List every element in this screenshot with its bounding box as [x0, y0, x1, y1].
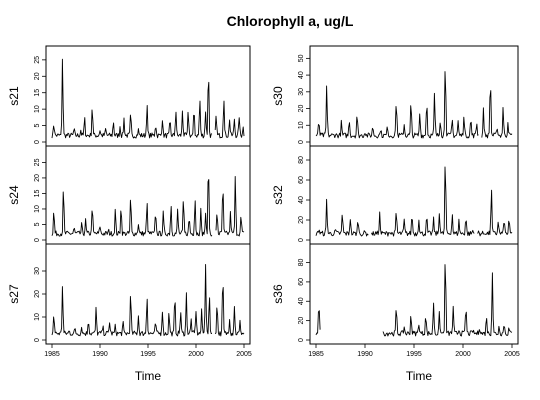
y-tick-label-s30-0: 0 — [298, 140, 305, 144]
y-tick-label-s21-0: 0 — [34, 140, 41, 144]
series-line-s27 — [51, 264, 245, 337]
y-axis-label-s27: s27 — [7, 284, 21, 304]
panels: 0 5 10 15 20 25 s21 0 5 10 15 20 25 s24 0 10 20 30 s27 1985… — [7, 45, 520, 358]
y-tick-label-s36-20: 20 — [298, 317, 305, 325]
panel-s24: 0 5 10 15 20 25 s24 — [7, 145, 251, 245]
x-tick-label-s36-2000: 2000 — [455, 351, 471, 358]
x-tick-label-s27-1990: 1990 — [92, 351, 108, 358]
y-tick-label-s24-0: 0 — [34, 238, 41, 242]
series-line-s21 — [51, 58, 245, 139]
y-tick-label-s27-20: 20 — [34, 290, 41, 298]
series-line-s36 — [315, 264, 513, 337]
x-tick-label-s36-1990: 1990 — [357, 351, 373, 358]
y-tick-label-s27-0: 0 — [34, 338, 41, 342]
panel-s30: 0 10 20 30 40 50 s30 — [271, 45, 519, 147]
panel-s21: 0 5 10 15 20 25 s21 — [7, 45, 251, 147]
y-tick-label-s21-15: 15 — [34, 89, 41, 97]
x-tick-label-s27-1995: 1995 — [140, 351, 156, 358]
y-tick-label-s36-40: 40 — [298, 297, 305, 305]
y-tick-label-s21-20: 20 — [34, 72, 41, 80]
y-tick-label-s32-40: 40 — [298, 196, 305, 204]
x-tick-label-s36-1995: 1995 — [406, 351, 422, 358]
y-tick-label-s24-20: 20 — [34, 174, 41, 182]
x-axis-label-left: Time — [135, 369, 162, 383]
x-axis-label-right: Time — [406, 369, 433, 383]
y-tick-label-s32-0: 0 — [298, 238, 305, 242]
y-tick-label-s36-60: 60 — [298, 278, 305, 286]
panel-frame-s36 — [309, 243, 519, 345]
y-tick-label-s27-10: 10 — [34, 313, 41, 321]
series-line-s30 — [315, 71, 513, 139]
y-axis-label-s21: s21 — [7, 86, 21, 106]
panel-s27: 0 10 20 30 s27 1985 1990 1995 2000 2005 — [7, 243, 252, 358]
x-tick-label-s27-2000: 2000 — [188, 351, 204, 358]
y-tick-label-s21-25: 25 — [34, 56, 41, 64]
y-axis-label-s30: s30 — [271, 86, 285, 106]
series-line-s24 — [51, 176, 245, 237]
panel-s32: 0 20 40 60 80 s32 — [271, 145, 519, 245]
y-axis-label-s24: s24 — [7, 185, 21, 205]
y-tick-label-s32-60: 60 — [298, 176, 305, 184]
y-tick-label-s36-80: 80 — [298, 259, 305, 267]
panel-s36: 0 20 40 60 80 s36 1985 1990 1995 2000 2005 — [271, 243, 520, 358]
x-tick-label-s36-1985: 1985 — [308, 351, 324, 358]
y-tick-label-s24-25: 25 — [34, 158, 41, 166]
x-tick-label-s36-2005: 2005 — [504, 351, 520, 358]
y-tick-label-s24-10: 10 — [34, 205, 41, 213]
y-axis-label-s32: s32 — [271, 185, 285, 205]
y-tick-label-s21-10: 10 — [34, 105, 41, 113]
y-tick-label-s24-5: 5 — [34, 222, 41, 226]
y-tick-label-s30-10: 10 — [298, 121, 305, 129]
y-tick-label-s30-40: 40 — [298, 71, 305, 79]
y-tick-label-s32-20: 20 — [298, 216, 305, 224]
y-tick-label-s21-5: 5 — [34, 124, 41, 128]
chart-title: Chlorophyll a, ug/L — [227, 13, 354, 29]
x-tick-label-s27-2005: 2005 — [236, 351, 252, 358]
series-line-s32 — [315, 166, 513, 237]
y-tick-label-s32-80: 80 — [298, 156, 305, 164]
y-tick-label-s24-15: 15 — [34, 189, 41, 197]
y-tick-label-s30-20: 20 — [298, 105, 305, 113]
y-tick-label-s36-0: 0 — [298, 338, 305, 342]
y-axis-label-s36: s36 — [271, 284, 285, 304]
y-tick-label-s30-30: 30 — [298, 88, 305, 96]
y-tick-label-s30-50: 50 — [298, 54, 305, 62]
x-tick-label-s27-1985: 1985 — [44, 351, 60, 358]
y-tick-label-s27-30: 30 — [34, 267, 41, 275]
